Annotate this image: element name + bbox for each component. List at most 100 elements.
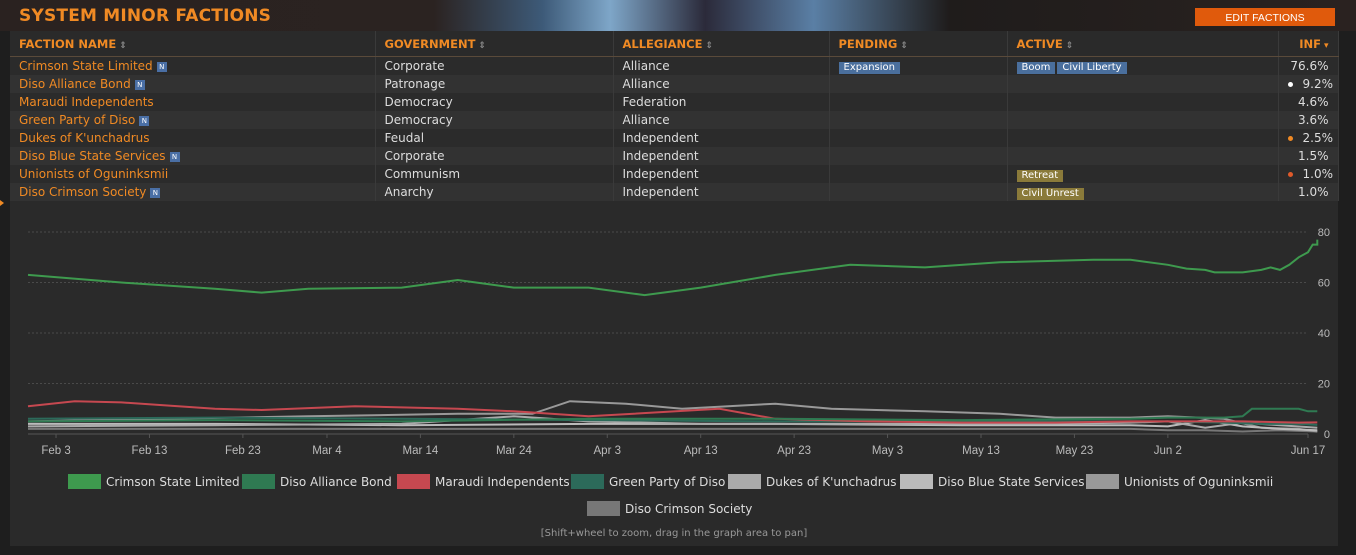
page-title: SYSTEM MINOR FACTIONS: [19, 6, 272, 26]
series-line[interactable]: [27, 400, 1318, 433]
sort-icon[interactable]: ⇕: [119, 40, 127, 51]
column-header-label: PENDING: [838, 36, 898, 51]
series-line[interactable]: [27, 400, 1318, 424]
sort-icon[interactable]: ⇕: [1065, 40, 1074, 51]
faction-name-link[interactable]: Crimson State Limited: [19, 59, 153, 73]
column-header-label: INF: [1299, 36, 1321, 51]
active-cell: Retreat: [1007, 165, 1279, 183]
legend-item[interactable]: Dukes of K'unchadrus: [728, 474, 897, 489]
legend-item[interactable]: Crimson State Limited: [68, 474, 240, 489]
faction-row[interactable]: Diso Crimson Society N Anarchy Independent C…: [10, 183, 1339, 201]
column-header-inf[interactable]: INF ▾: [1278, 31, 1339, 57]
faction-name-cell[interactable]: Crimson State Limited N: [10, 56, 376, 75]
government-cell: Feudal: [375, 129, 614, 147]
influence-value: 1.0%: [1298, 185, 1329, 199]
pending-cell: [829, 75, 1008, 93]
row-pointer-icon: [0, 200, 4, 206]
influence-value: 1.5%: [1298, 149, 1329, 163]
sort-icon[interactable]: ▾: [1323, 40, 1329, 51]
series-line[interactable]: [27, 239, 1319, 297]
legend-item[interactable]: Diso Crimson Society: [587, 501, 752, 516]
active-cell: Boom Civil Liberty: [1007, 56, 1279, 75]
table-header-row: FACTION NAME ⇕ GOVERNMENT ⇕ ALLEGIANCE ⇕ PENDI…: [10, 31, 1339, 57]
influence-cell: 1.0%: [1278, 183, 1339, 201]
column-header-allegiance[interactable]: ALLEGIANCE ⇕: [613, 31, 830, 57]
series-line[interactable]: [27, 416, 1318, 426]
government-cell: Corporate: [375, 147, 614, 165]
influence-chart[interactable]: 0 20 40 60 80 Feb 3 Feb 13 Feb 23 Mar 4 Mar 14 Mar…: [10, 224, 1338, 546]
faction-row[interactable]: Diso Blue State Services N Corporate Indepe…: [10, 147, 1339, 165]
pending-cell: Expansion: [829, 56, 1008, 75]
series-line[interactable]: [27, 407, 1318, 423]
sort-icon[interactable]: ⇕: [900, 40, 908, 51]
faction-row[interactable]: Diso Alliance Bond N Patronage Alliance 9.2%: [10, 75, 1339, 93]
column-header-label: FACTION NAME: [19, 36, 117, 51]
faction-name-link[interactable]: Unionists of Oguninksmii: [19, 167, 169, 181]
legend-label: Maraudi Independents: [435, 474, 570, 489]
active-cell: [1007, 75, 1279, 93]
legend-swatch: [571, 474, 604, 489]
column-header-active[interactable]: ACTIVE ⇕: [1007, 31, 1279, 57]
faction-name-link[interactable]: Diso Crimson Society: [19, 185, 147, 199]
x-tick-label: May 13: [962, 445, 1000, 457]
influence-cell: 2.5%: [1278, 129, 1339, 147]
x-tick-label: Apr 3: [594, 445, 622, 457]
faction-name-cell[interactable]: Unionists of Oguninksmii: [10, 165, 376, 183]
sort-icon[interactable]: ⇕: [478, 40, 486, 51]
legend-item[interactable]: Unionists of Oguninksmii: [1086, 474, 1273, 489]
faction-name-link[interactable]: Dukes of K'unchadrus: [19, 131, 150, 145]
faction-name-cell[interactable]: Diso Blue State Services N: [10, 147, 376, 165]
allegiance-cell: Alliance: [613, 75, 830, 93]
edit-factions-button[interactable]: EDIT FACTIONS: [1195, 8, 1335, 26]
legend-swatch: [397, 474, 430, 489]
faction-row[interactable]: Maraudi Independents Democracy Federation 4…: [10, 93, 1339, 111]
government-cell: Patronage: [375, 75, 614, 93]
faction-name-cell[interactable]: Dukes of K'unchadrus: [10, 129, 376, 147]
column-header-pending[interactable]: PENDING ⇕: [829, 31, 1008, 57]
faction-n-icon: N: [150, 188, 161, 198]
pending-cell: [829, 129, 1008, 147]
legend-item[interactable]: Maraudi Independents: [397, 474, 570, 489]
y-tick-label: 80: [1318, 227, 1330, 239]
x-tick-label: Jun 2: [1154, 445, 1182, 457]
legend-item[interactable]: Green Party of Diso: [571, 474, 725, 489]
legend-label: Diso Crimson Society: [625, 501, 753, 516]
legend-item[interactable]: Diso Alliance Bond: [242, 474, 392, 489]
x-tick-label: Mar 14: [403, 445, 439, 457]
influence-chart-svg[interactable]: 0 20 40 60 80 Feb 3 Feb 13 Feb 23 Mar 4 Mar 14 Mar…: [10, 224, 1338, 474]
faction-name-cell[interactable]: Green Party of Diso N: [10, 111, 376, 129]
faction-name-cell[interactable]: Maraudi Independents: [10, 93, 376, 111]
sort-icon[interactable]: ⇕: [705, 40, 713, 51]
x-tick-label: Feb 23: [225, 445, 261, 457]
legend-item[interactable]: Diso Blue State Services: [900, 474, 1085, 489]
influence-value: 1.0%: [1302, 167, 1334, 181]
faction-row[interactable]: Dukes of K'unchadrus Feudal Independent 2.5…: [10, 129, 1339, 147]
influence-value: 76.6%: [1290, 59, 1329, 73]
faction-name-link[interactable]: Green Party of Diso: [19, 113, 136, 127]
active-cell: [1007, 129, 1279, 147]
column-header-government[interactable]: GOVERNMENT ⇕: [375, 31, 614, 57]
faction-row[interactable]: Green Party of Diso N Democracy Alliance 3.6…: [10, 111, 1339, 129]
faction-name-link[interactable]: Diso Alliance Bond: [19, 77, 131, 91]
faction-row[interactable]: Unionists of Oguninksmii Communism Indepen…: [10, 165, 1339, 183]
active-cell: Civil Unrest: [1007, 183, 1279, 201]
header-banner: [0, 0, 1356, 31]
active-state-badge: Boom: [1016, 61, 1056, 74]
allegiance-cell: Independent: [613, 183, 830, 201]
faction-name-link[interactable]: Diso Blue State Services: [19, 149, 166, 163]
column-header-label: ACTIVE: [1016, 36, 1063, 51]
faction-row[interactable]: Crimson State Limited N Corporate Alliance E…: [10, 56, 1339, 75]
government-cell: Democracy: [375, 111, 614, 129]
series-line[interactable]: [28, 427, 1318, 433]
column-header-faction-name[interactable]: FACTION NAME ⇕: [10, 31, 376, 57]
influence-value: 3.6%: [1298, 113, 1329, 127]
allegiance-cell: Independent: [613, 147, 830, 165]
pending-cell: [829, 93, 1008, 111]
allegiance-cell: Alliance: [613, 56, 830, 75]
active-cell: [1007, 147, 1279, 165]
factions-panel: FACTION NAME ⇕ GOVERNMENT ⇕ ALLEGIANCE ⇕ PENDI…: [10, 31, 1339, 546]
faction-name-cell[interactable]: Diso Alliance Bond N: [10, 75, 376, 93]
faction-name-link[interactable]: Maraudi Independents: [19, 95, 154, 109]
faction-name-cell[interactable]: Diso Crimson Society N: [10, 183, 376, 201]
legend-swatch: [68, 474, 101, 489]
